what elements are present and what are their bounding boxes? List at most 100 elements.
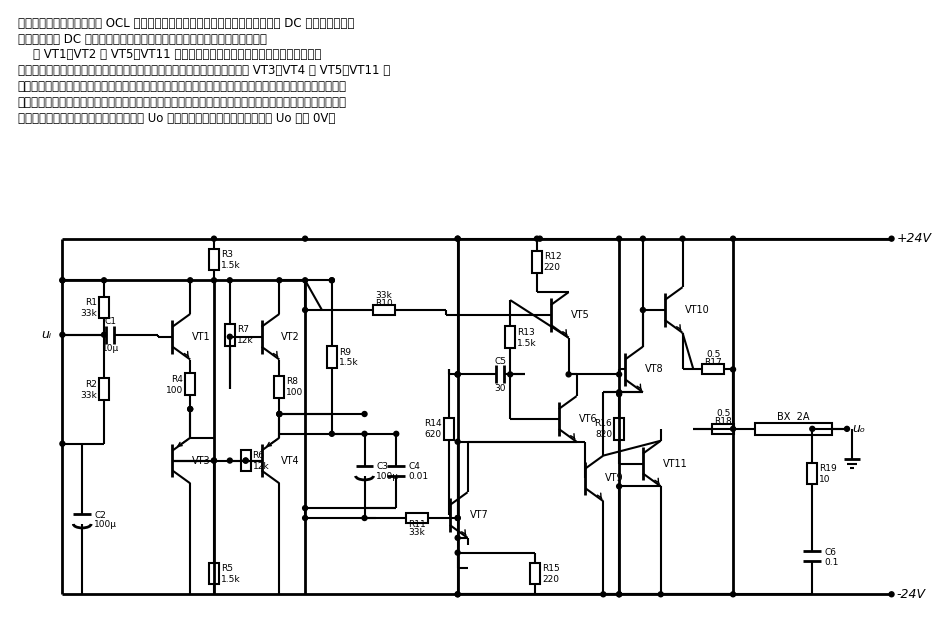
- Circle shape: [212, 236, 216, 241]
- Circle shape: [101, 278, 107, 283]
- Circle shape: [810, 426, 814, 431]
- Text: 0.5: 0.5: [716, 410, 730, 418]
- Text: 12k: 12k: [253, 462, 270, 471]
- Circle shape: [394, 431, 399, 436]
- Text: R19: R19: [819, 464, 837, 473]
- Text: R11: R11: [408, 521, 426, 529]
- Circle shape: [188, 278, 193, 283]
- Circle shape: [455, 236, 461, 241]
- Text: VT8: VT8: [645, 365, 664, 375]
- Text: R7: R7: [237, 325, 249, 334]
- Circle shape: [362, 431, 367, 436]
- Circle shape: [534, 236, 539, 241]
- Text: 在 VT1、VT2 及 VT5～VT11 等组成的信号功放电路中每级都加了适当的局部: 在 VT1、VT2 及 VT5～VT11 等组成的信号功放电路中每级都加了适当的…: [18, 49, 321, 62]
- Circle shape: [455, 372, 461, 377]
- Circle shape: [243, 458, 248, 463]
- Circle shape: [362, 516, 367, 521]
- Circle shape: [455, 372, 461, 377]
- Text: 0.01: 0.01: [408, 473, 429, 481]
- Circle shape: [617, 372, 622, 377]
- Circle shape: [658, 592, 664, 597]
- Text: VT6: VT6: [578, 414, 597, 424]
- Text: 作过程又各自独立的闭环回路。两个环路共同作用，使得放大器的输出端静态直流零电位非常稳定。工作过: 作过程又各自独立的闭环回路。两个环路共同作用，使得放大器的输出端静态直流零电位非…: [18, 96, 347, 109]
- Bar: [274, 376, 285, 397]
- Text: VT9: VT9: [606, 473, 624, 483]
- Text: 0.1: 0.1: [825, 558, 839, 566]
- Text: 0.5: 0.5: [706, 350, 721, 359]
- Text: R12: R12: [544, 252, 562, 262]
- Circle shape: [60, 278, 65, 283]
- Circle shape: [617, 484, 622, 489]
- Text: R8: R8: [286, 378, 299, 386]
- Circle shape: [277, 412, 282, 416]
- Circle shape: [617, 592, 622, 597]
- Bar: [327, 346, 337, 368]
- Text: BX  2A: BX 2A: [777, 412, 810, 422]
- Text: C4: C4: [408, 463, 420, 471]
- Circle shape: [60, 278, 65, 283]
- Bar: [185, 373, 195, 395]
- Text: 33k: 33k: [409, 528, 426, 537]
- Circle shape: [731, 592, 736, 597]
- Text: R15: R15: [542, 564, 560, 573]
- Text: uₒ: uₒ: [852, 423, 865, 436]
- Circle shape: [455, 516, 461, 521]
- Circle shape: [617, 236, 622, 241]
- Text: VT5: VT5: [571, 310, 590, 320]
- Circle shape: [731, 367, 736, 372]
- Circle shape: [455, 592, 461, 597]
- Text: 220: 220: [544, 263, 561, 272]
- Circle shape: [731, 426, 736, 431]
- Text: C3: C3: [376, 463, 388, 471]
- Circle shape: [101, 333, 107, 337]
- Text: 1.5k: 1.5k: [339, 358, 358, 368]
- Circle shape: [60, 441, 65, 446]
- Text: 1.5k: 1.5k: [517, 339, 536, 347]
- Circle shape: [212, 278, 216, 283]
- Circle shape: [507, 372, 513, 377]
- Text: R2: R2: [85, 380, 97, 389]
- Text: C1: C1: [105, 317, 116, 326]
- Text: 100μ: 100μ: [95, 521, 117, 529]
- Circle shape: [277, 412, 282, 416]
- Circle shape: [329, 278, 334, 283]
- Circle shape: [188, 407, 193, 412]
- Text: 1.5k: 1.5k: [221, 261, 241, 270]
- Text: R9: R9: [339, 347, 351, 357]
- Circle shape: [302, 307, 308, 312]
- Circle shape: [889, 592, 894, 597]
- Circle shape: [617, 592, 622, 597]
- Text: 30: 30: [494, 384, 506, 393]
- Text: 220: 220: [542, 575, 559, 584]
- Bar: [373, 305, 395, 315]
- Text: 本电路可以较好地克服普通 OCL 电路的一些主要缺点，其动态电声技术指标可与 DC 功率放大器相媲: 本电路可以较好地克服普通 OCL 电路的一些主要缺点，其动态电声技术指标可与 D…: [18, 17, 354, 30]
- Circle shape: [455, 550, 461, 555]
- Circle shape: [566, 372, 571, 377]
- Text: R3: R3: [221, 250, 233, 259]
- Circle shape: [601, 592, 606, 597]
- Circle shape: [617, 392, 622, 397]
- Bar: [241, 450, 251, 471]
- Bar: [754, 423, 832, 435]
- Text: 程为：若由于某种原因使输出端直流电位 Uo 上升，则经反馈和直流放大，可使 Uo 降到 0V。: 程为：若由于某种原因使输出端直流电位 Uo 上升，则经反馈和直流放大，可使 Uo…: [18, 112, 335, 125]
- Circle shape: [60, 333, 65, 337]
- Circle shape: [640, 236, 646, 241]
- Circle shape: [277, 278, 282, 283]
- Text: R4: R4: [171, 375, 183, 384]
- Circle shape: [889, 236, 894, 241]
- Text: 100μ: 100μ: [376, 473, 400, 481]
- Circle shape: [302, 516, 308, 521]
- Circle shape: [329, 431, 334, 436]
- Text: R17: R17: [705, 358, 722, 367]
- Text: VT1: VT1: [192, 332, 211, 342]
- Text: R13: R13: [517, 328, 534, 337]
- Text: VT4: VT4: [282, 455, 300, 466]
- Bar: [99, 297, 109, 318]
- Text: R5: R5: [221, 564, 233, 573]
- Text: 10: 10: [819, 475, 831, 484]
- Text: 820: 820: [595, 430, 612, 439]
- Text: 美，但无一般 DC 功放电路输出端直流漂移大而需另设直流伺服电路的缺点。: 美，但无一般 DC 功放电路输出端直流漂移大而需另设直流伺服电路的缺点。: [18, 33, 267, 46]
- Text: R18: R18: [714, 418, 732, 426]
- Bar: [406, 513, 428, 523]
- Circle shape: [455, 372, 461, 377]
